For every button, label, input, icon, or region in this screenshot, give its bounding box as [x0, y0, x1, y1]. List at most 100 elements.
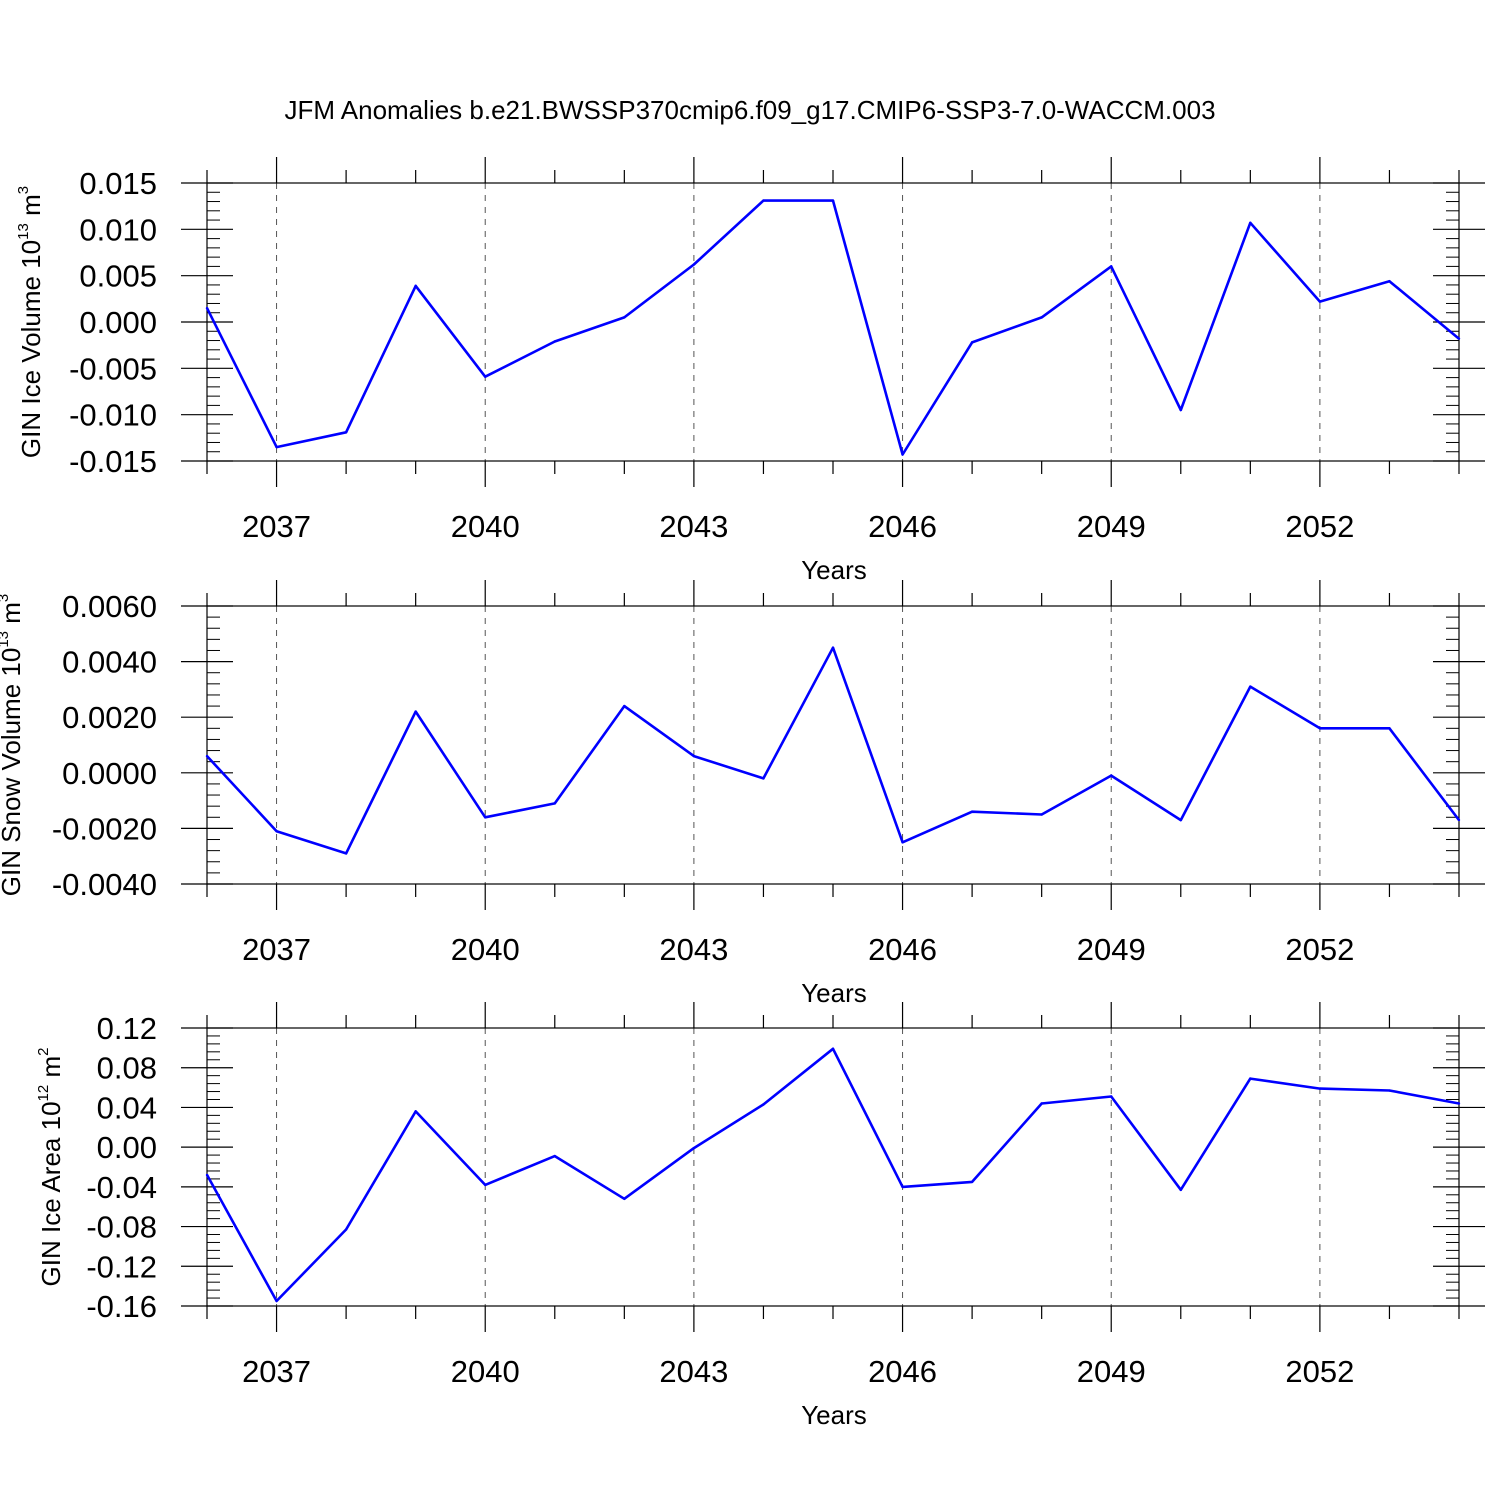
y-tick-label: -0.0040 [52, 867, 157, 902]
y-axis-title-text: GIN Snow Volume 10 [0, 648, 26, 897]
data-point [1388, 727, 1391, 730]
data-point [1457, 337, 1461, 340]
y-tick-label: 0.0020 [62, 700, 157, 735]
y-tick-label: -0.08 [86, 1210, 157, 1245]
data-point [901, 841, 904, 844]
data-point [414, 284, 417, 288]
data-point [1388, 280, 1391, 283]
x-tick-label: 2040 [451, 509, 520, 544]
data-point [414, 1110, 417, 1113]
data-point [692, 754, 696, 758]
data-point [1110, 774, 1113, 777]
y-axis-title-unit: m [0, 602, 26, 631]
y-axis-title-unit-exponent: 2 [35, 1048, 52, 1056]
chart-panel-1: 2037 2040 2043 2046 2049 2052 Years -0.015 -0.01… [15, 157, 1485, 585]
data-point [1318, 727, 1322, 730]
y-tick-label: 0.0040 [62, 645, 157, 680]
y-axis-title: GIN Ice Volume 1013 m3 [15, 186, 46, 458]
data-point [275, 829, 278, 833]
y-tick-label: -0.04 [86, 1170, 157, 1205]
y-axis-title: GIN Ice Area 1012 m2 [35, 1048, 66, 1287]
x-tick-label: 2049 [1077, 1354, 1146, 1389]
y-tick-label: 0.005 [79, 259, 157, 294]
y-tick-label: 0.0060 [62, 589, 157, 624]
data-point [553, 340, 556, 343]
data-point [1318, 1087, 1322, 1090]
data-point [762, 777, 765, 780]
data-point [831, 1047, 835, 1051]
y-tick-label: 0.04 [97, 1090, 157, 1125]
y-tick-label: 0.12 [97, 1011, 157, 1046]
data-point [970, 341, 974, 344]
chart-panel-3: 2037 2040 2043 2046 2049 2052 Years -0.16 -0.12 -… [35, 1002, 1485, 1430]
plot-frame [206, 1027, 1460, 1307]
x-tick-label: 2037 [242, 509, 311, 544]
y-axis-title-exponent: 13 [0, 631, 12, 648]
y-tick-label: 0.08 [97, 1051, 157, 1086]
data-point [623, 704, 626, 708]
data-point [1110, 265, 1113, 268]
x-tick-label: 2046 [868, 1354, 937, 1389]
series-line [205, 199, 1460, 456]
x-tick-label: 2043 [659, 509, 728, 544]
data-point [484, 816, 487, 819]
data-point [901, 453, 904, 456]
data-point [1040, 813, 1043, 816]
data-point [623, 316, 626, 319]
x-tick-label: 2043 [659, 932, 728, 967]
data-point [414, 710, 417, 713]
x-tick-label: 2043 [659, 1354, 728, 1389]
data-point [1249, 1077, 1252, 1080]
data-point [1110, 1095, 1113, 1098]
data-point [1179, 818, 1182, 822]
y-axis-title: GIN Snow Volume 1013 m3 [0, 594, 26, 897]
y-tick-label: -0.010 [69, 398, 157, 433]
y-tick-label: -0.12 [86, 1249, 157, 1284]
x-tick-label: 2049 [1077, 509, 1146, 544]
data-point [831, 199, 835, 202]
x-axis-title: Years [801, 555, 867, 585]
data-point [1040, 1102, 1043, 1105]
data-point [275, 445, 278, 449]
x-tick-label: 2037 [242, 1354, 311, 1389]
y-axis-title-unit-exponent: 3 [15, 186, 32, 194]
y-axis-title-unit-exponent: 3 [0, 594, 12, 602]
plot-frame [206, 182, 1460, 462]
data-point [831, 646, 835, 649]
data-point [484, 375, 487, 378]
x-tick-label: 2037 [242, 932, 311, 967]
data-point [344, 431, 348, 434]
data-point [901, 1185, 904, 1189]
x-axis-title: Years [801, 978, 867, 1008]
data-point [1318, 300, 1322, 303]
y-tick-label: 0.010 [79, 212, 157, 247]
y-axis-title-text: GIN Ice Area 10 [36, 1101, 66, 1286]
data-point [1179, 408, 1182, 412]
x-axis-title: Years [801, 1400, 867, 1430]
y-tick-label: -0.16 [86, 1289, 157, 1324]
x-tick-label: 2052 [1285, 1354, 1354, 1389]
data-point [970, 810, 974, 813]
data-point [205, 754, 209, 758]
y-tick-label: 0.0000 [62, 756, 157, 791]
y-tick-label: 0.015 [79, 166, 157, 201]
y-axis-title-unit: m [16, 194, 46, 223]
data-point [205, 1173, 209, 1177]
y-tick-label: -0.005 [69, 351, 157, 386]
data-point [1249, 685, 1252, 688]
data-point [344, 1228, 348, 1231]
data-point [762, 1103, 765, 1106]
x-tick-label: 2046 [868, 932, 937, 967]
y-tick-label: -0.015 [69, 444, 157, 479]
figure-title: JFM Anomalies b.e21.BWSSP370cmip6.f09_g1… [284, 95, 1215, 125]
y-tick-label: 0.000 [79, 305, 157, 340]
y-tick-label: -0.0020 [52, 811, 157, 846]
data-point [1249, 221, 1252, 225]
data-point [692, 263, 696, 266]
data-point [484, 1183, 487, 1187]
y-axis-title-unit: m [36, 1056, 66, 1085]
x-tick-label: 2040 [451, 932, 520, 967]
chart-panel-2: 2037 2040 2043 2046 2049 2052 Years -0.0040 -0.0… [0, 580, 1485, 1008]
y-axis-title-text: GIN Ice Volume 10 [16, 240, 46, 458]
